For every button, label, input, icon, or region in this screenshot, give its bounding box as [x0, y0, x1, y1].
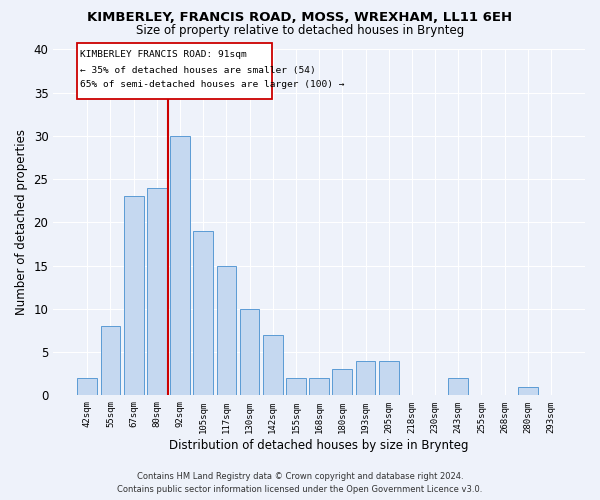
- Bar: [147, 188, 167, 396]
- Bar: [332, 370, 352, 396]
- Text: Contains HM Land Registry data © Crown copyright and database right 2024.
Contai: Contains HM Land Registry data © Crown c…: [118, 472, 482, 494]
- FancyBboxPatch shape: [77, 43, 272, 100]
- Bar: [286, 378, 306, 396]
- Bar: [448, 378, 468, 396]
- Text: 65% of semi-detached houses are larger (100) →: 65% of semi-detached houses are larger (…: [80, 80, 345, 90]
- Text: ← 35% of detached houses are smaller (54): ← 35% of detached houses are smaller (54…: [80, 66, 316, 74]
- Text: KIMBERLEY, FRANCIS ROAD, MOSS, WREXHAM, LL11 6EH: KIMBERLEY, FRANCIS ROAD, MOSS, WREXHAM, …: [88, 11, 512, 24]
- Y-axis label: Number of detached properties: Number of detached properties: [15, 130, 28, 316]
- Bar: [379, 361, 398, 396]
- Bar: [77, 378, 97, 396]
- Bar: [309, 378, 329, 396]
- Bar: [217, 266, 236, 396]
- Bar: [240, 309, 259, 396]
- Bar: [518, 387, 538, 396]
- X-axis label: Distribution of detached houses by size in Brynteg: Distribution of detached houses by size …: [169, 440, 469, 452]
- Text: KIMBERLEY FRANCIS ROAD: 91sqm: KIMBERLEY FRANCIS ROAD: 91sqm: [80, 50, 247, 59]
- Bar: [101, 326, 121, 396]
- Bar: [193, 231, 213, 396]
- Bar: [170, 136, 190, 396]
- Text: Size of property relative to detached houses in Brynteg: Size of property relative to detached ho…: [136, 24, 464, 37]
- Bar: [124, 196, 143, 396]
- Bar: [356, 361, 376, 396]
- Bar: [263, 335, 283, 396]
